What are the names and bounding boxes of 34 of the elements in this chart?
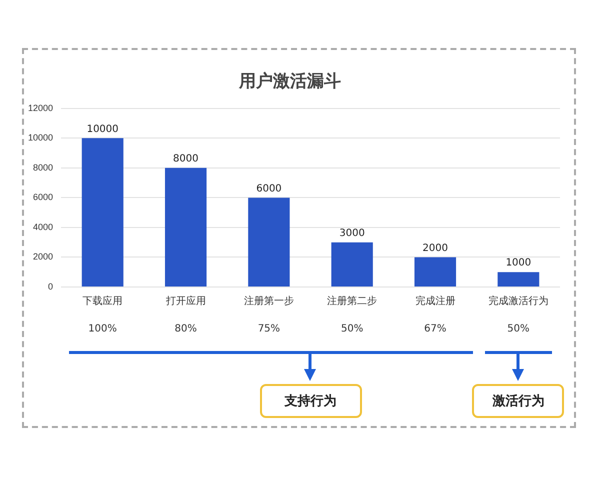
x-tick-label: 完成注册 — [415, 294, 456, 307]
x-tick-label: 注册第二步 — [327, 294, 378, 307]
text: 80% — [174, 324, 197, 335]
data-label: 2000 — [422, 242, 448, 254]
data-label: 6000 — [256, 183, 282, 194]
x-tick-label: 下载应用 — [82, 294, 123, 307]
bar — [331, 242, 373, 286]
bar — [248, 198, 290, 286]
y-tick-label: 6000 — [32, 192, 54, 202]
x-tick-label: 完成激活行为 — [488, 294, 548, 307]
y-tick-label: 2000 — [32, 252, 54, 262]
x-tick-label: 注册第一步 — [244, 294, 294, 307]
chart-title: 用户激活漏斗 — [238, 72, 341, 92]
data-label: 8000 — [173, 154, 198, 165]
text: 75% — [258, 324, 280, 335]
text: 67% — [424, 324, 446, 335]
bar — [498, 272, 540, 286]
y-tick-label: 12000 — [28, 102, 54, 113]
x-tick-label: 打开应用 — [164, 294, 206, 307]
y-tick-label: 4000 — [32, 222, 54, 232]
text: 50% — [340, 324, 364, 335]
data-label: 1000 — [506, 258, 532, 269]
y-tick-label: 8000 — [32, 162, 54, 172]
text: 100% — [88, 324, 117, 335]
y-tick-label: 0 — [48, 281, 54, 292]
data-label: 3000 — [339, 228, 365, 239]
text: 50% — [507, 324, 530, 335]
bar — [414, 257, 456, 286]
y-tick-label: 10000 — [28, 132, 54, 143]
data-label: 10000 — [86, 124, 119, 135]
bar — [82, 138, 124, 286]
text: 支持行为 — [260, 384, 362, 418]
bar — [164, 168, 207, 286]
text: 激活行为 — [472, 384, 564, 418]
